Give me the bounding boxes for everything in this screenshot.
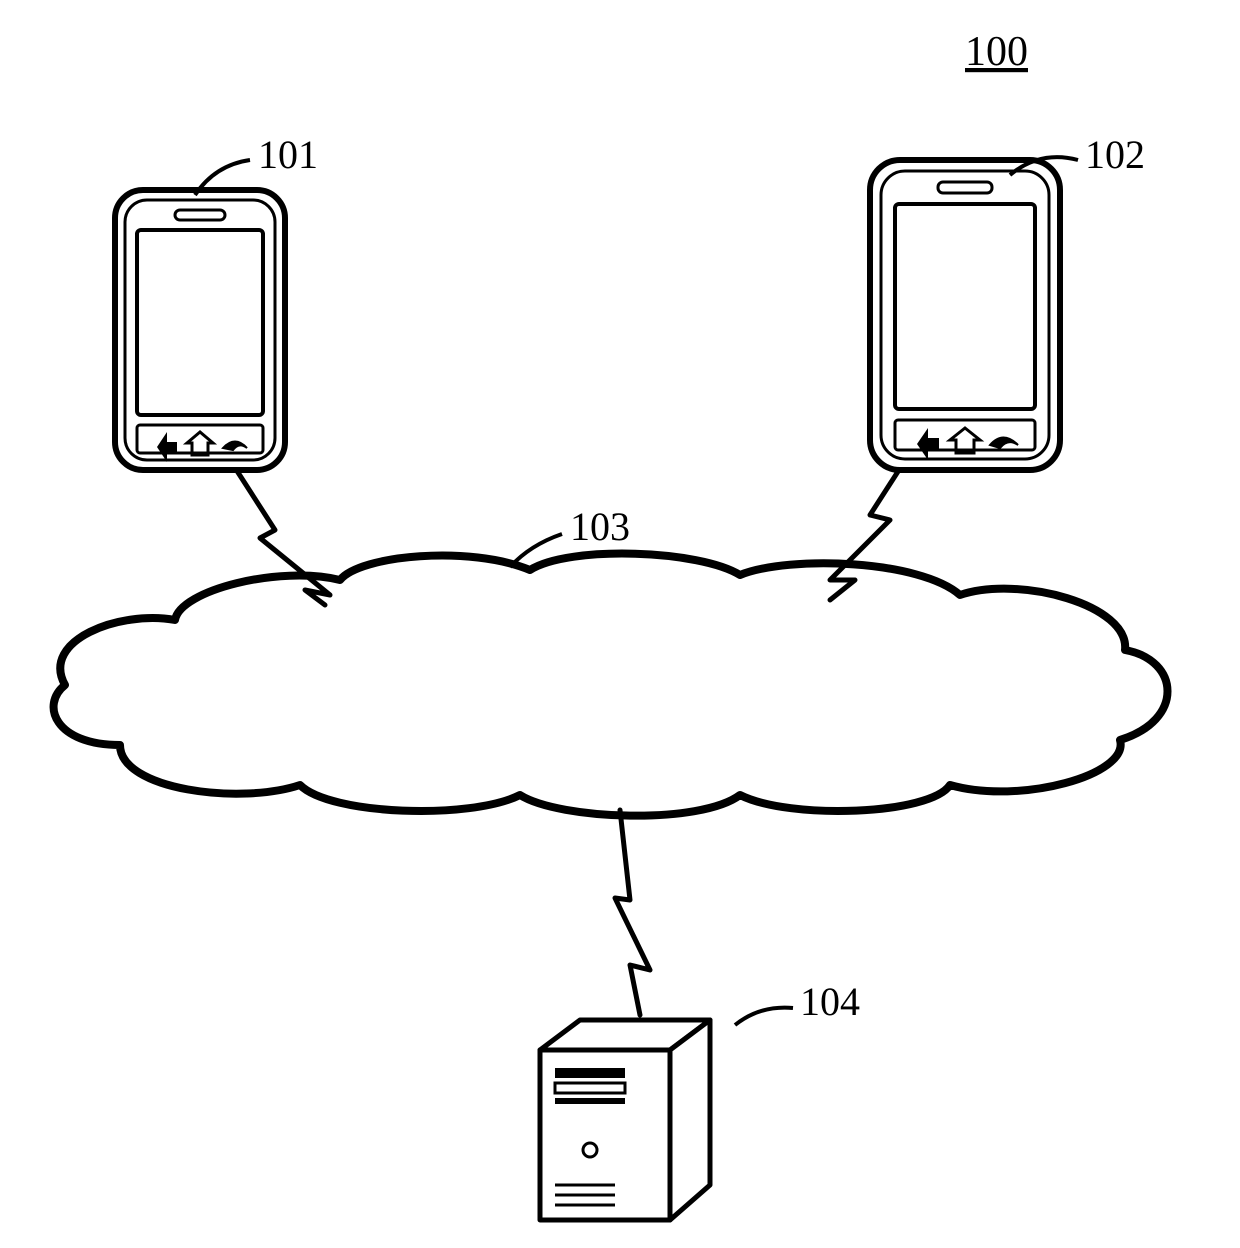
- server-104: [540, 1020, 710, 1220]
- label-102: 102: [1085, 132, 1145, 177]
- figure-number-label: 100: [965, 29, 1028, 75]
- label-104: 104: [800, 979, 860, 1024]
- cloud-shape: [54, 554, 1168, 816]
- label-103: 103: [570, 504, 630, 549]
- label-101: 101: [258, 132, 318, 177]
- lightning-cloud-server: [615, 810, 650, 1015]
- smartphone-102: [870, 160, 1060, 470]
- smartphone-101: [115, 190, 285, 470]
- leader-104: [735, 1008, 793, 1025]
- cloud-network: [54, 554, 1168, 816]
- patent-figure: 100: [0, 0, 1240, 1248]
